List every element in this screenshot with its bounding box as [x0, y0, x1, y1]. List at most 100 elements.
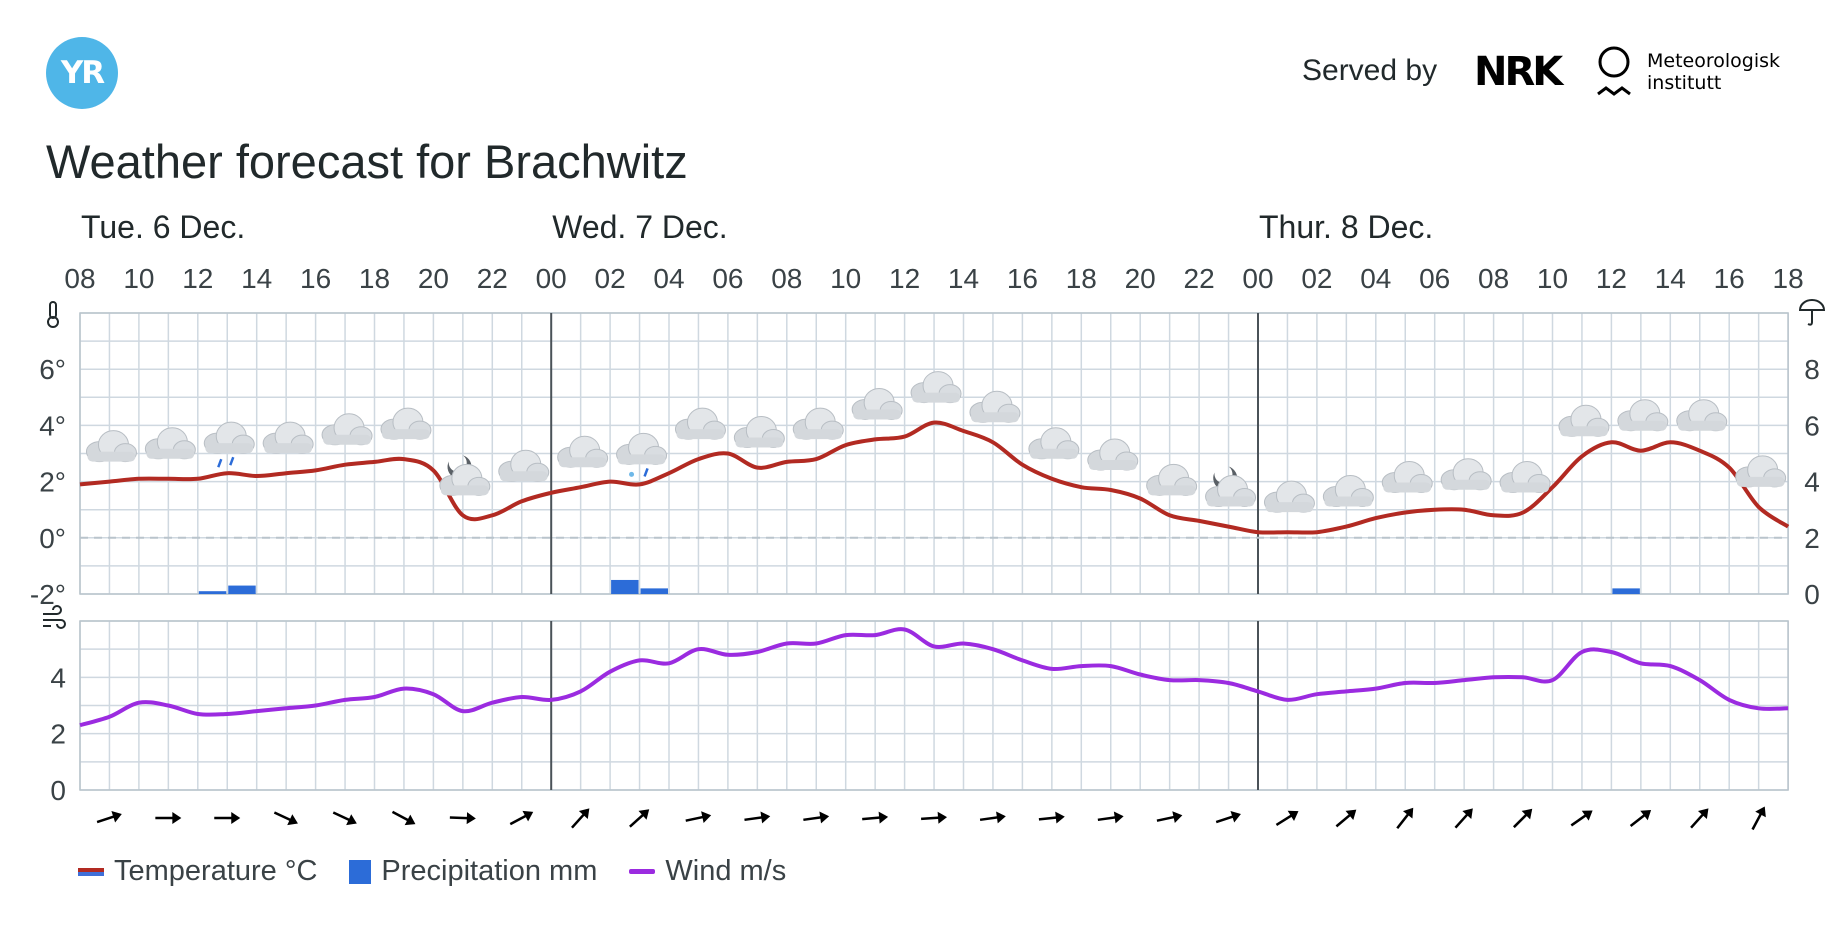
forecast-chart: Tue. 6 Dec. Wed. 7 Dec. Thur. 8 Dec.08 10 12…: [30, 209, 1826, 831]
hour-tick-label: 12: [182, 263, 213, 294]
temperature-tick-label: 0°: [39, 523, 66, 554]
wind-arrow-icon: [1690, 808, 1709, 829]
page-title: Weather forecast for Brachwitz: [46, 135, 688, 188]
cloud-base: [1442, 479, 1491, 490]
hour-tick-label: 00: [536, 263, 567, 294]
cloud-base: [87, 451, 136, 462]
precipitation-bar: [611, 579, 639, 594]
cloud-base: [1147, 485, 1196, 496]
arrow-head: [466, 812, 476, 825]
cloud-rain-icon: [203, 421, 255, 468]
cloud-icon: [144, 427, 196, 460]
temperature-tick-label: 6°: [39, 354, 66, 385]
hour-tick-label: 18: [1066, 263, 1097, 294]
hour-tick-label: 02: [595, 263, 626, 294]
yr-logo[interactable]: YR: [46, 37, 118, 109]
wind-arrow-icon: [1570, 810, 1593, 827]
cloud-base: [1029, 448, 1078, 459]
cloud-base: [1501, 482, 1550, 493]
cloud-icon: [1028, 427, 1080, 460]
thermometer-icon: [47, 301, 59, 328]
wind-tick-label: 4: [50, 662, 66, 693]
hour-tick-label: 04: [653, 263, 684, 294]
hour-tick-label: 08: [64, 263, 95, 294]
hour-tick-label: 06: [712, 263, 743, 294]
cloud-icon: [1499, 461, 1551, 494]
cloud-moon-icon: [1205, 466, 1257, 508]
arrow-head: [404, 814, 416, 826]
legend-precipitation: Precipitation mm: [349, 855, 597, 888]
wind-panel-frame: [79, 620, 1789, 791]
wind-arrow-icon: [155, 812, 182, 824]
arrow-head: [522, 810, 534, 822]
arrow-head: [760, 811, 771, 824]
wind-line: [79, 627, 1789, 728]
cloud-icon: [1558, 404, 1610, 437]
hour-tick-label: 12: [889, 263, 920, 294]
legend-wind: Wind m/s: [629, 855, 786, 888]
legend-wind-label: Wind m/s: [665, 855, 787, 887]
wind-arrow-icon: [685, 811, 712, 824]
precipitation-bar: [198, 591, 227, 594]
hour-tick-label: 16: [300, 263, 331, 294]
temperature-tick-label: -2°: [30, 579, 66, 610]
cloud-base: [381, 429, 430, 440]
arrow-head: [1345, 809, 1357, 821]
hour-tick-label: 08: [1478, 263, 1509, 294]
arrow-head: [937, 811, 948, 824]
wind-arrow-icon: [1156, 811, 1183, 824]
temperature-tick-label: 4°: [39, 410, 66, 441]
hour-tick-label: 20: [418, 263, 449, 294]
cloud-icon: [851, 387, 903, 420]
cloud-base: [558, 457, 607, 468]
cloud-icon: [969, 390, 1021, 423]
wind-arrow-icon: [1097, 811, 1124, 824]
rain-drop: [229, 456, 235, 466]
wind-arrow-icon: [803, 811, 830, 824]
met-name-line2: institutt: [1647, 72, 1722, 94]
cloud-base: [205, 443, 254, 454]
temperature-tick-label: 2°: [39, 467, 66, 498]
wind-arrow-icon: [1751, 806, 1766, 831]
temperature-panel-frame: [79, 312, 1789, 595]
cloud-base: [1736, 476, 1785, 487]
cloud-base: [1559, 426, 1608, 437]
cloud-base: [1324, 496, 1373, 507]
cloud-icon: [1263, 480, 1315, 513]
met-institute-logo-icon[interactable]: [1592, 44, 1636, 100]
hour-tick-label: 16: [1007, 263, 1038, 294]
hour-tick-label: 08: [771, 263, 802, 294]
hour-tick-label: 10: [830, 263, 861, 294]
cloud-icon: [1322, 475, 1374, 508]
wind-stroke: [43, 605, 62, 615]
wind-tick-label: 0: [50, 775, 66, 806]
arrow-head: [1113, 811, 1124, 824]
cloud-base: [676, 429, 725, 440]
temperature-panel-grid: [79, 312, 1789, 595]
arrow-head: [1172, 811, 1183, 824]
hour-tick-label: 14: [1655, 263, 1686, 294]
legend-temperature-swatch: [78, 867, 104, 876]
cloud-icon: [1676, 399, 1728, 432]
hour-tick-label: 04: [1360, 263, 1391, 294]
wind-arrow-icon: [979, 811, 1006, 824]
cloud-base: [1265, 502, 1314, 513]
arrow-head: [287, 814, 298, 826]
met-institute-name: Meteorologisk institutt: [1647, 50, 1780, 94]
umbrella-canopy: [1798, 299, 1826, 311]
legend-precipitation-swatch: [349, 859, 372, 884]
cloud-base: [146, 448, 195, 459]
nrk-logo[interactable]: NRK: [1474, 49, 1563, 95]
wind-stroke: [43, 619, 66, 629]
cloud-sleet-icon: [616, 432, 668, 477]
hour-tick-label: 14: [948, 263, 979, 294]
cloud-icon: [1087, 438, 1139, 471]
hour-tick-label: 14: [241, 263, 272, 294]
precipitation-tick-label: 4: [1804, 467, 1820, 498]
temperature-line: [79, 420, 1790, 535]
arrow-head: [1462, 808, 1473, 820]
cloud-base: [323, 434, 372, 445]
umbrella-icon: [1798, 299, 1826, 326]
cloud-base: [499, 471, 548, 482]
cloud-base: [1383, 482, 1432, 493]
